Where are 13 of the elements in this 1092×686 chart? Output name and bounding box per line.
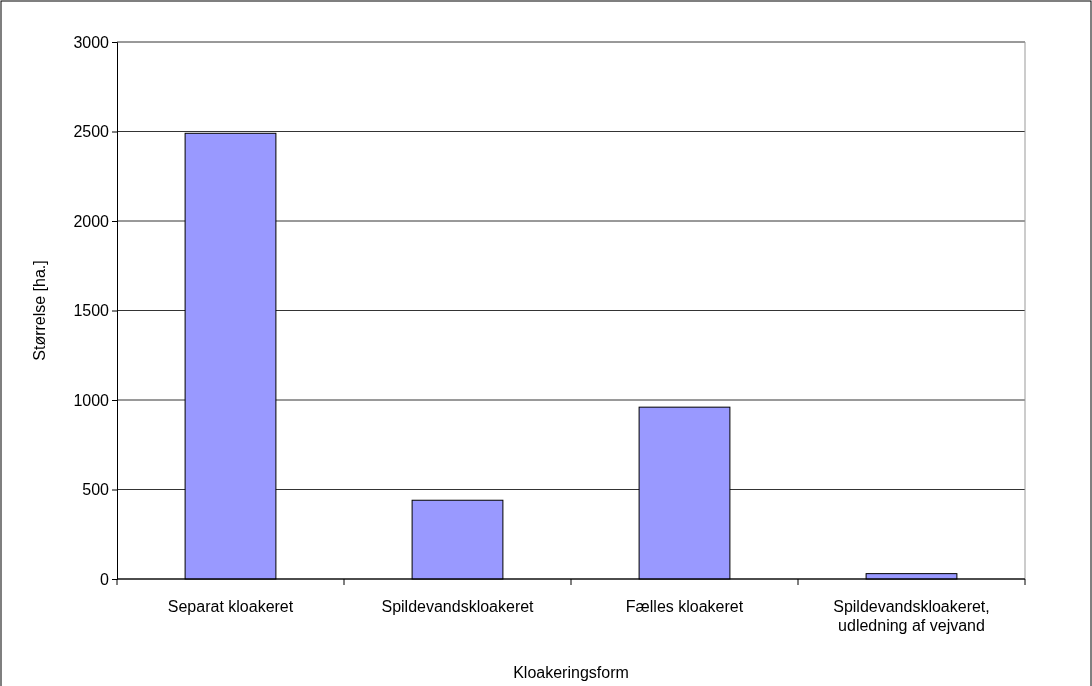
x-tick-label: Spildevandskloakeret, udledning af vejvand	[833, 598, 990, 634]
x-tick-label: Separat kloakeret	[167, 598, 294, 615]
y-tick-label: 0	[100, 570, 110, 588]
y-tick-label: 500	[82, 481, 110, 499]
y-tick-label: 2000	[73, 212, 110, 230]
x-tick-label: Spildevandskloakeret	[381, 598, 535, 615]
y-tick-label: 1500	[73, 302, 110, 320]
y-axis-title: Størrelse [ha.]	[31, 260, 48, 361]
y-tick-label: 3000	[73, 33, 110, 51]
x-axis-title: Kloakeringsform	[513, 664, 629, 681]
y-tick-label: 1000	[73, 391, 110, 409]
x-tick-label: Fælles kloakeret	[625, 598, 744, 615]
y-tick-label: 2500	[73, 123, 110, 141]
